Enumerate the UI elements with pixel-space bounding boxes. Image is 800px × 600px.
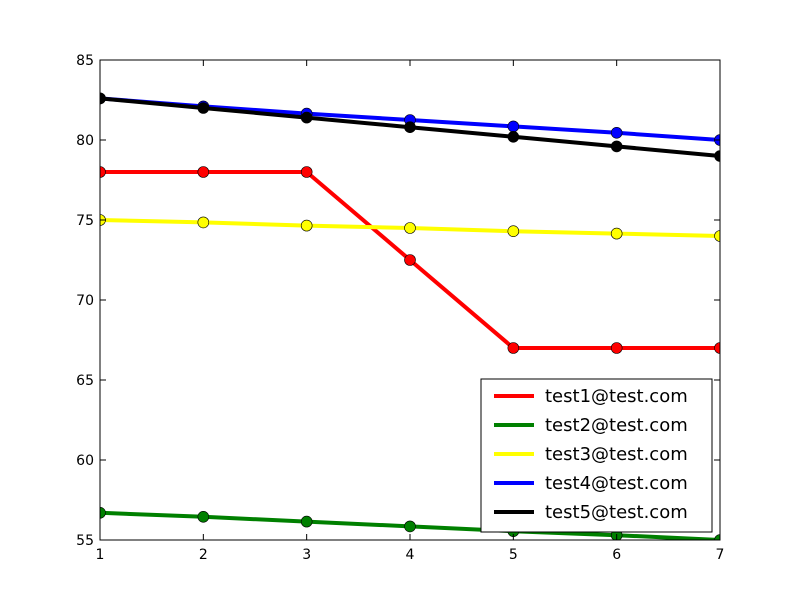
data-point bbox=[404, 222, 416, 234]
legend-item: test4@test.com bbox=[494, 473, 688, 494]
data-point bbox=[610, 342, 623, 354]
series-layer bbox=[100, 92, 720, 540]
data-point bbox=[300, 166, 313, 178]
data-point bbox=[404, 254, 416, 266]
x-tick-label: 6 bbox=[612, 547, 621, 563]
x-tick-label: 1 bbox=[96, 547, 105, 563]
x-tick-label: 3 bbox=[302, 547, 311, 563]
data-point bbox=[197, 510, 210, 523]
y-tick-label: 55 bbox=[76, 533, 94, 549]
legend-label: test3@test.com bbox=[545, 444, 688, 465]
series-5 bbox=[100, 92, 720, 162]
legend-item: test5@test.com bbox=[494, 502, 688, 523]
legend-label: test1@test.com bbox=[545, 386, 688, 407]
y-tick-label: 85 bbox=[76, 53, 94, 69]
data-point bbox=[100, 507, 106, 519]
data-point bbox=[714, 534, 720, 540]
data-point bbox=[197, 102, 210, 114]
data-point bbox=[197, 216, 210, 229]
data-point bbox=[714, 230, 720, 242]
y-tick-label: 65 bbox=[76, 373, 94, 389]
data-point bbox=[300, 515, 313, 528]
x-tick-label: 7 bbox=[716, 547, 725, 563]
data-point bbox=[610, 127, 623, 139]
series-1 bbox=[100, 166, 720, 354]
x-tick-label: 5 bbox=[509, 547, 518, 563]
data-point bbox=[610, 227, 623, 240]
legend-label: test2@test.com bbox=[545, 415, 688, 436]
legend: test1@test.com test2@test.com test3@test.c… bbox=[480, 378, 713, 533]
axis-ticks: 1 2 3 4 5 6 7 55 60 65 70 75 80 85 bbox=[76, 53, 724, 563]
y-tick-label: 60 bbox=[76, 453, 94, 469]
data-point bbox=[714, 342, 720, 354]
data-point bbox=[404, 121, 416, 133]
data-point bbox=[197, 166, 210, 178]
legend-label: test4@test.com bbox=[545, 473, 688, 494]
x-tick-label: 4 bbox=[406, 547, 415, 563]
data-point bbox=[100, 92, 106, 105]
data-point bbox=[507, 131, 520, 143]
y-tick-label: 70 bbox=[76, 293, 94, 309]
data-point bbox=[404, 520, 416, 533]
data-point bbox=[100, 166, 106, 178]
data-point bbox=[300, 111, 313, 124]
x-tick-label: 2 bbox=[199, 547, 208, 563]
data-point bbox=[507, 342, 520, 354]
data-point bbox=[300, 219, 313, 232]
data-point bbox=[507, 120, 520, 133]
legend-item: test2@test.com bbox=[494, 415, 688, 436]
legend-item: test1@test.com bbox=[494, 386, 688, 407]
data-point bbox=[610, 140, 623, 153]
legend-label: test5@test.com bbox=[545, 502, 688, 523]
series-4 bbox=[100, 92, 720, 146]
y-tick-label: 80 bbox=[76, 133, 94, 149]
legend-item: test3@test.com bbox=[494, 444, 688, 465]
data-point bbox=[714, 150, 720, 162]
data-point bbox=[507, 225, 520, 237]
y-tick-label: 75 bbox=[76, 213, 94, 229]
series-3 bbox=[100, 214, 720, 242]
